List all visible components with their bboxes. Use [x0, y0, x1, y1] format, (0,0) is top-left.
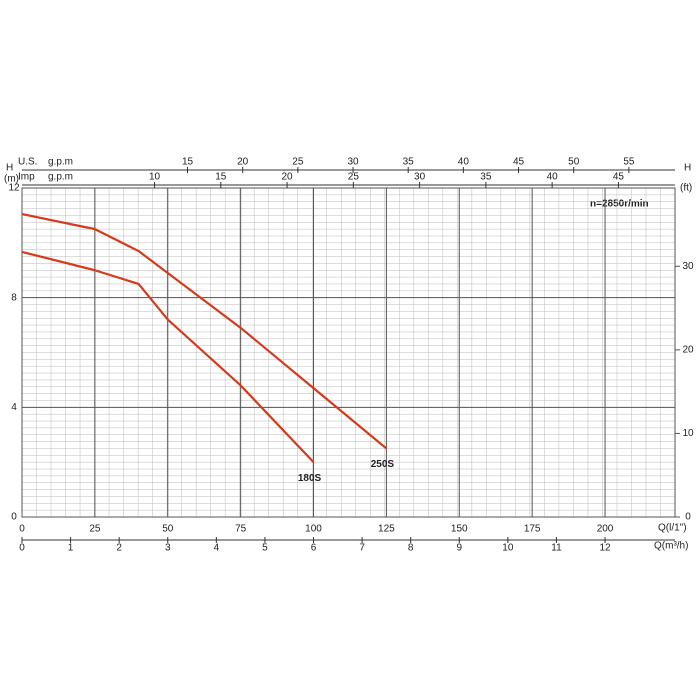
axis-tick-label: 15 [215, 172, 227, 183]
axis-tick-label: 40 [458, 157, 470, 168]
axis-tick-label: 25 [292, 157, 304, 168]
axis-tick-label: 10 [149, 172, 161, 183]
y2-label: H [684, 163, 691, 174]
x-tick-label: 75 [235, 524, 247, 535]
axis-tick-label: 35 [480, 172, 492, 183]
series-label: 250S [371, 459, 395, 470]
y-tick-label: 12 [8, 183, 20, 194]
curve [21, 212, 388, 450]
axis-tick-label: 25 [348, 172, 360, 183]
x-tick-label: 200 [597, 524, 614, 535]
axis-tick-label: 2 [116, 543, 122, 554]
axis-tick-label: 45 [613, 172, 625, 183]
axis-label: Q(m³/h) [654, 541, 688, 552]
annotation: n=2850r/min [590, 199, 649, 210]
axis-tick-label: 15 [182, 157, 194, 168]
axis-tick-label: 30 [347, 157, 359, 168]
y2-tick-label: 0 [685, 512, 691, 523]
axis-tick-label: 3 [165, 543, 171, 554]
curve [21, 250, 315, 463]
y-tick-label: 4 [11, 402, 17, 413]
x-tick-label: 125 [378, 524, 395, 535]
series-label: 180S [298, 473, 322, 484]
y-unit: (m) [4, 174, 19, 185]
axis-unit: g.p.m [48, 157, 73, 168]
y2-tick-label: 20 [682, 345, 694, 356]
axis-tick-label: 6 [311, 543, 317, 554]
axis-tick-label: 30 [414, 172, 426, 183]
axis-tick-label: 9 [456, 543, 462, 554]
axis-tick-label: 0 [19, 543, 25, 554]
axis-tick-label: 45 [513, 157, 525, 168]
axis-tick-label: 1 [68, 543, 74, 554]
axis-label: Imp [18, 172, 35, 183]
axis-tick-label: 20 [237, 157, 249, 168]
axis-tick-label: 20 [282, 172, 294, 183]
x-tick-label: 25 [89, 524, 101, 535]
axis-tick-label: 55 [623, 157, 635, 168]
axis-tick-label: 11 [551, 543, 562, 554]
axis-tick-label: 7 [359, 543, 365, 554]
axis-tick-label: 12 [599, 543, 611, 554]
axis-tick-label: 8 [408, 543, 414, 554]
x-tick-label: 100 [305, 524, 322, 535]
axis-tick-label: 10 [502, 543, 514, 554]
axis-tick-label: 50 [568, 157, 580, 168]
y2-tick-label: 30 [682, 261, 694, 272]
x-tick-label: 150 [451, 524, 468, 535]
x-tick-label: 50 [162, 524, 174, 535]
y2-unit: (ft) [680, 183, 692, 194]
axis-label: U.S. [18, 157, 37, 168]
y-tick-label: 0 [11, 512, 17, 523]
axis-tick-label: 35 [403, 157, 415, 168]
axis-tick-label: 40 [547, 172, 559, 183]
x-label: Q(l/1") [658, 523, 687, 534]
axis-tick-label: 4 [214, 543, 220, 554]
axis-tick-label: 5 [262, 543, 268, 554]
y-label: H [6, 163, 13, 174]
x-tick-label: 0 [19, 524, 25, 535]
axis-unit: g.p.m [48, 172, 73, 183]
y2-tick-label: 10 [682, 428, 694, 439]
y-tick-label: 8 [11, 292, 17, 303]
x-tick-label: 175 [524, 524, 541, 535]
